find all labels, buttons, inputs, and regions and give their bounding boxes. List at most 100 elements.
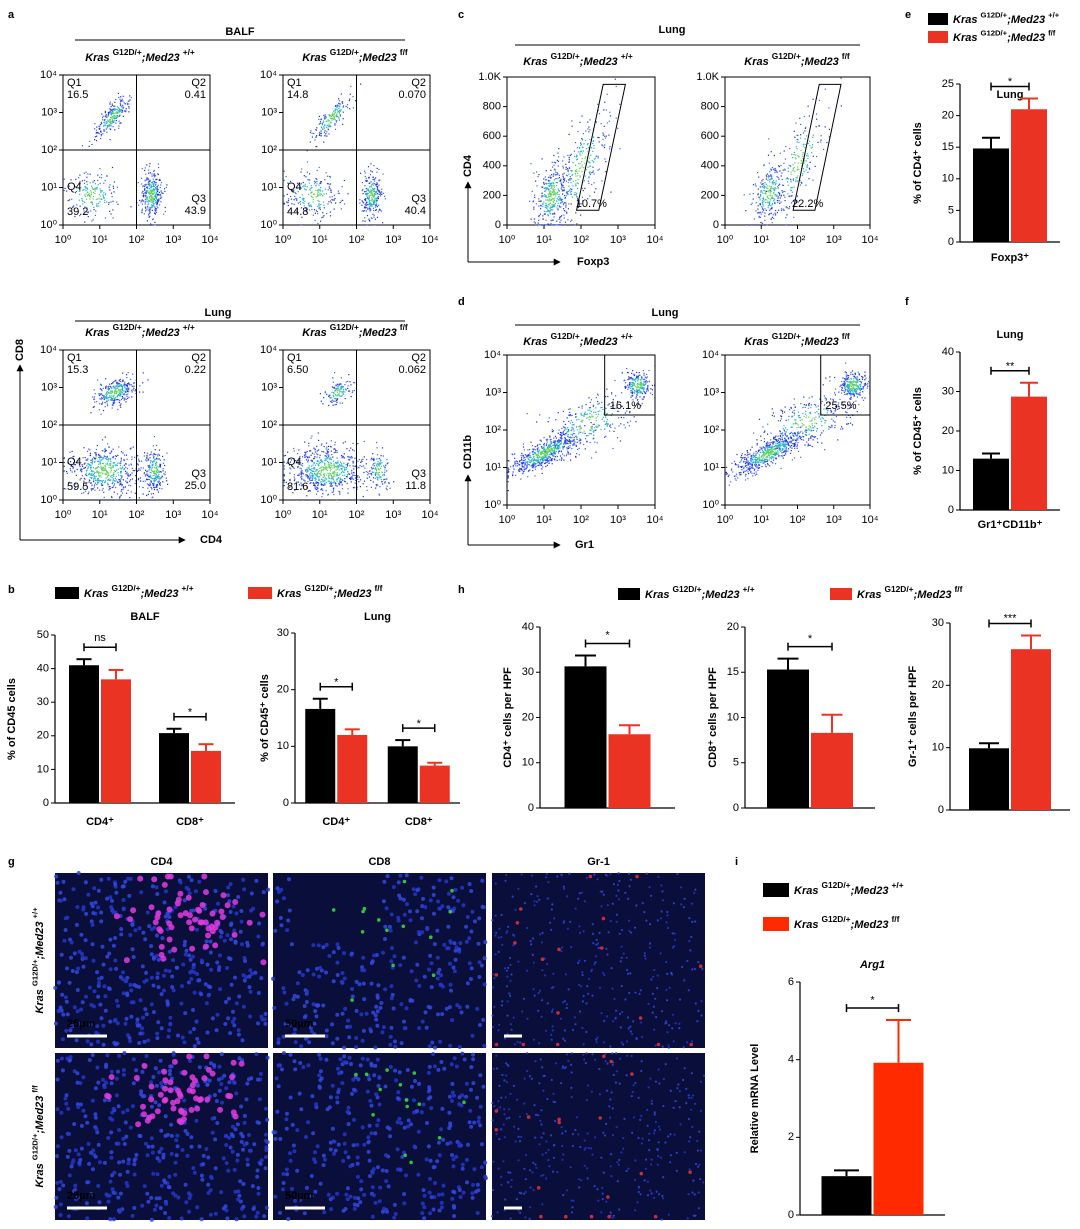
event-dot [367, 196, 369, 199]
event-dot [605, 171, 607, 173]
event-dot [346, 463, 348, 465]
event-dot [367, 190, 369, 192]
event-dot [386, 489, 388, 491]
event-dot [129, 448, 131, 450]
event-dot [320, 122, 322, 125]
event-dot [123, 464, 125, 466]
event-dot [86, 465, 88, 467]
event-dot [153, 188, 155, 190]
event-dot [120, 475, 122, 477]
event-dot [100, 198, 102, 200]
event-dot [158, 466, 160, 468]
event-dot [158, 481, 160, 483]
event-dot [300, 470, 302, 472]
event-dot [311, 460, 313, 462]
event-dot [575, 185, 577, 187]
event-dot [594, 429, 596, 431]
event-dot [148, 475, 150, 478]
genotype-part: G12D/+ [551, 51, 580, 61]
event-dot [104, 201, 106, 203]
quadrant-name: Q1 [67, 77, 82, 89]
event-dot [552, 201, 554, 203]
event-dot [111, 166, 114, 169]
event-dot [114, 105, 116, 107]
event-dot [760, 211, 762, 213]
event-dot [539, 200, 541, 202]
event-dot [798, 156, 800, 158]
event-dot [147, 205, 149, 208]
event-dot [100, 384, 102, 386]
event-dot [163, 473, 165, 475]
event-dot [348, 390, 351, 392]
event-dot [315, 469, 317, 471]
event-dot [787, 167, 789, 169]
event-dot [375, 193, 377, 195]
event-dot [365, 193, 367, 195]
event-dot [335, 388, 337, 390]
event-dot [549, 199, 551, 201]
event-dot [772, 168, 774, 171]
event-dot [112, 116, 114, 118]
event-dot [371, 205, 373, 207]
event-dot [89, 477, 91, 479]
event-dot [332, 489, 335, 491]
event-dot [141, 203, 143, 205]
event-dot [326, 446, 328, 448]
event-dot [305, 470, 307, 472]
event-dot [158, 473, 160, 475]
x-tick-label: 10⁴ [647, 234, 664, 246]
event-dot [312, 214, 314, 216]
event-dot [333, 112, 335, 114]
event-dot [137, 464, 139, 466]
event-dot [581, 115, 583, 117]
event-dot [94, 460, 96, 462]
event-dot [69, 461, 72, 463]
event-dot [346, 448, 348, 450]
event-dot [312, 476, 314, 478]
event-dot [155, 209, 157, 211]
event-dot [557, 152, 559, 154]
event-dot [283, 474, 285, 476]
event-dot [765, 193, 767, 195]
event-dot [94, 128, 96, 130]
event-dot [314, 467, 316, 469]
event-dot [771, 182, 773, 184]
event-dot [114, 455, 117, 457]
event-dot [92, 470, 94, 472]
event-dot [778, 184, 780, 186]
event-dot [163, 213, 165, 215]
event-dot [342, 388, 344, 390]
event-dot [299, 467, 301, 469]
event-dot [526, 465, 528, 467]
genotype-label: Kras G12D/+;Med23 +/+ [85, 322, 195, 338]
event-dot [155, 474, 157, 476]
event-dot [111, 475, 113, 477]
event-dot [131, 396, 133, 398]
event-dot [336, 450, 338, 452]
event-dot [309, 205, 311, 207]
event-dot [103, 122, 105, 124]
x-tick-label: 10⁰ [275, 509, 292, 521]
event-dot [322, 403, 324, 405]
event-dot [327, 460, 329, 462]
event-dot [120, 406, 122, 408]
event-dot [336, 390, 338, 392]
event-dot [336, 120, 338, 122]
event-dot [589, 171, 591, 173]
event-dot [559, 440, 561, 442]
event-dot [151, 468, 153, 470]
y-tick-label: 10⁰ [40, 494, 57, 506]
event-dot [328, 395, 330, 397]
event-dot [106, 175, 108, 177]
event-dot [328, 445, 330, 447]
event-dot [94, 452, 96, 454]
event-dot [786, 207, 788, 209]
event-dot [547, 223, 549, 225]
event-dot [534, 194, 536, 196]
event-dot [83, 467, 85, 469]
event-dot [338, 119, 340, 121]
event-dot [786, 177, 788, 179]
event-dot [85, 474, 87, 476]
event-dot [91, 474, 93, 477]
event-dot [809, 145, 811, 147]
